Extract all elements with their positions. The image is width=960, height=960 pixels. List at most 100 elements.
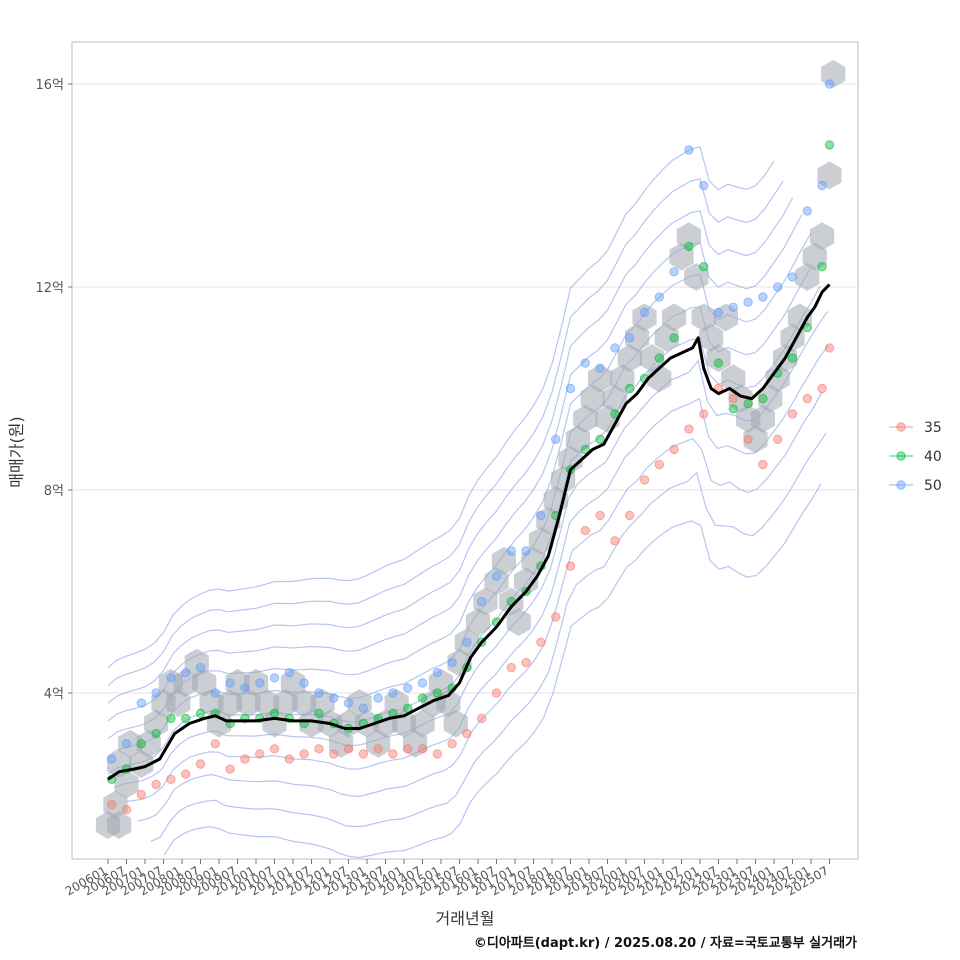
scatter-point-40 <box>669 333 679 343</box>
scatter-point-50 <box>773 282 783 292</box>
hex-bin <box>617 344 642 373</box>
scatter-point-40 <box>269 708 280 718</box>
scatter-point-50 <box>699 180 709 191</box>
scatter-point-50 <box>373 693 383 703</box>
hex-bin <box>443 709 468 738</box>
hex-bin <box>588 364 613 393</box>
hex-bin <box>691 303 716 332</box>
scatter-point-50 <box>284 668 294 678</box>
scatter-point-35 <box>728 393 738 404</box>
density-contour <box>107 146 775 669</box>
scatter-point-50 <box>166 673 176 683</box>
hex-bin <box>610 364 635 393</box>
scatter-point-50 <box>269 673 280 683</box>
scatter-point-50 <box>417 678 428 688</box>
scatter-point-40 <box>432 688 442 698</box>
scatter-point-35 <box>151 779 161 790</box>
scatter-point-40 <box>580 444 590 455</box>
scatter-point-50 <box>595 363 605 373</box>
scatter-point-35 <box>565 561 576 571</box>
scatter-point-50 <box>625 333 635 343</box>
hex-bin <box>821 59 846 88</box>
scatter-point-40 <box>728 404 738 414</box>
scatter-point-50 <box>802 206 812 216</box>
hex-bin <box>662 303 687 332</box>
scatter-point-50 <box>107 754 117 764</box>
scatter-point-50 <box>639 307 650 318</box>
scatter-point-35 <box>432 749 442 759</box>
hex-bin <box>465 608 491 636</box>
scatter-point-35 <box>699 409 709 419</box>
scatter-point-35 <box>551 612 561 622</box>
scatter-point-40 <box>181 713 191 724</box>
scatter-point-35 <box>358 749 368 759</box>
scatter-point-35 <box>521 657 531 668</box>
scatter-point-40 <box>654 353 664 363</box>
scatter-point-40 <box>151 728 161 739</box>
scatter-point-50 <box>388 688 398 698</box>
scatter-point-40 <box>195 708 206 718</box>
scatter-point-40 <box>417 693 428 703</box>
hex-bin <box>347 689 372 718</box>
scatter-point-35 <box>669 444 679 455</box>
hex-bin <box>787 303 812 332</box>
scatter-point-50 <box>462 637 472 647</box>
scatter-point-40 <box>136 739 147 749</box>
scatter-point-35 <box>506 662 516 673</box>
scatter-point-50 <box>654 292 664 302</box>
scatter-point-50 <box>195 662 206 673</box>
scatter-point-40 <box>684 241 694 252</box>
scatter-point-35 <box>595 510 605 521</box>
hex-bin <box>817 161 842 190</box>
hex-bin <box>795 262 820 291</box>
hex-bin <box>647 364 672 393</box>
scatter-point-50 <box>240 683 250 693</box>
scatter-point-35 <box>195 759 206 769</box>
density-contour <box>163 483 822 859</box>
hex-bin <box>225 668 250 697</box>
scatter-point-35 <box>403 744 413 754</box>
scatter-point-50 <box>787 272 798 282</box>
scatter-point-50 <box>491 571 502 581</box>
scatter-point-50 <box>329 693 339 703</box>
scatter-point-35 <box>136 789 147 800</box>
scatter-point-50 <box>151 688 161 698</box>
legend: 35 40 50 <box>889 420 942 494</box>
hex-bin <box>454 628 479 657</box>
hex-bin <box>706 344 731 373</box>
scatter-point-40 <box>787 353 798 363</box>
scatter-point-50 <box>713 307 724 318</box>
scatter-point-40 <box>166 713 176 724</box>
density-contour <box>107 178 784 686</box>
scatter-point-50 <box>758 292 768 302</box>
scatter-point-50 <box>536 510 546 521</box>
scatter-point-35 <box>610 536 620 546</box>
scatter-point-35 <box>817 383 827 394</box>
scatter-point-50 <box>669 267 679 277</box>
hex-bin <box>565 425 590 454</box>
y-tick-label: 16억 <box>35 78 64 93</box>
hex-bins <box>95 59 846 839</box>
y-tick-label: 8억 <box>44 484 64 499</box>
scatter-point-50 <box>358 703 368 713</box>
hex-bin <box>499 587 524 616</box>
x-axis-title: 거래년월 <box>436 909 495 928</box>
scatter-point-40 <box>595 434 605 444</box>
scatter-point-35 <box>269 744 280 754</box>
scatter-point-35 <box>373 744 383 754</box>
hex-bin <box>528 526 553 555</box>
scatter-point-50 <box>521 546 531 556</box>
scatter-point-35 <box>639 475 650 485</box>
scatter-point-40 <box>743 399 753 409</box>
scatter-point-50 <box>684 145 694 155</box>
legend-label: 50 <box>924 478 942 494</box>
scatter-point-35 <box>314 744 324 754</box>
density-contour <box>137 391 823 822</box>
scatter-point-50 <box>299 678 309 688</box>
hex-bin <box>632 303 657 332</box>
scatter-point-35 <box>299 749 309 759</box>
scatter-point-50 <box>447 657 457 668</box>
scatter-point-35 <box>787 409 798 419</box>
legend-key-point <box>896 480 906 490</box>
